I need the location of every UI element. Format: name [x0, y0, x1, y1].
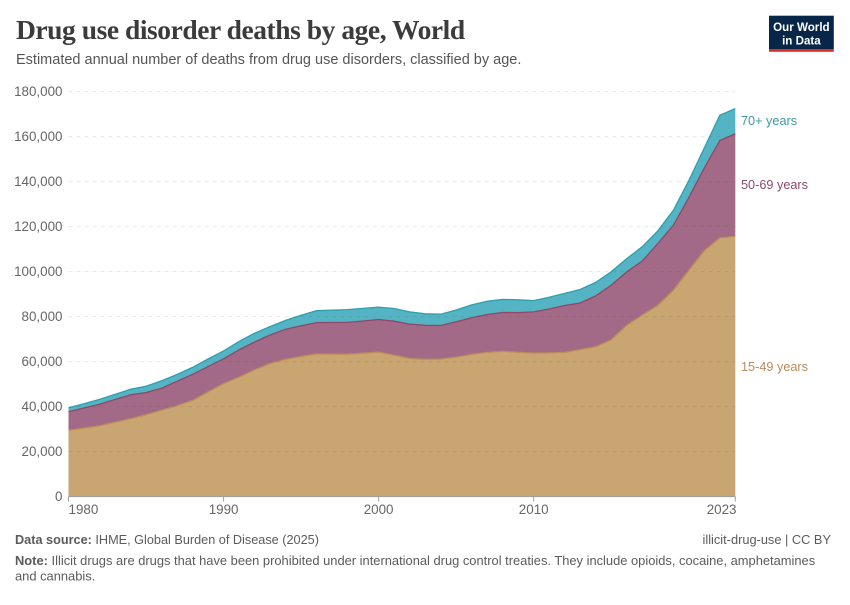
- svg-text:60,000: 60,000: [22, 354, 63, 369]
- svg-text:Our World: Our World: [773, 21, 829, 34]
- svg-text:180,000: 180,000: [14, 84, 62, 99]
- svg-text:2010: 2010: [519, 502, 549, 517]
- svg-text:100,000: 100,000: [14, 264, 62, 279]
- svg-text:Note: Illicit drugs are drugs: Note: Illicit drugs are drugs that have …: [15, 553, 815, 568]
- svg-text:Estimated annual number of dea: Estimated annual number of deaths from d…: [16, 52, 521, 68]
- svg-text:40,000: 40,000: [22, 399, 63, 414]
- svg-text:illicit-drug-use | CC BY: illicit-drug-use | CC BY: [703, 532, 832, 547]
- svg-text:50-69 years: 50-69 years: [741, 178, 808, 192]
- svg-text:120,000: 120,000: [14, 219, 62, 234]
- svg-text:2000: 2000: [364, 502, 394, 517]
- svg-text:140,000: 140,000: [14, 174, 62, 189]
- svg-text:0: 0: [55, 489, 62, 504]
- svg-text:80,000: 80,000: [22, 309, 63, 324]
- svg-text:1980: 1980: [69, 502, 99, 517]
- svg-text:160,000: 160,000: [14, 129, 62, 144]
- svg-text:Drug use disorder deaths by ag: Drug use disorder deaths by age, World: [16, 14, 465, 45]
- svg-text:20,000: 20,000: [22, 444, 63, 459]
- svg-text:2023: 2023: [707, 502, 737, 517]
- svg-text:1990: 1990: [209, 502, 239, 517]
- svg-text:and cannabis.: and cannabis.: [15, 569, 95, 584]
- svg-text:15-49 years: 15-49 years: [741, 360, 808, 374]
- svg-text:in Data: in Data: [782, 35, 821, 48]
- svg-text:70+ years: 70+ years: [741, 114, 797, 128]
- svg-text:Data source: IHME, Global Burd: Data source: IHME, Global Burden of Dise…: [15, 533, 319, 547]
